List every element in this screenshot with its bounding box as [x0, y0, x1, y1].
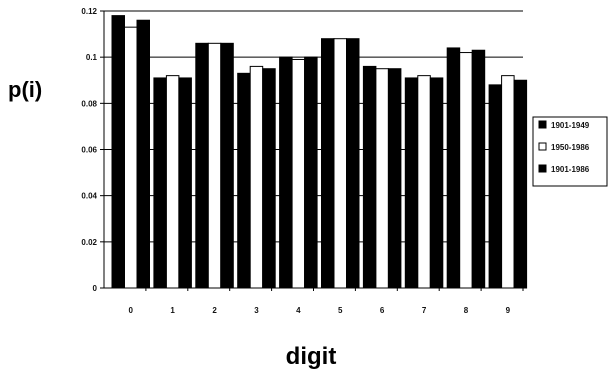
x-tick-label: 1	[170, 306, 175, 315]
bar-1901-1949-8	[446, 47, 461, 289]
x-tick-label: 2	[212, 306, 217, 315]
bar-1901-1949-3	[237, 72, 251, 289]
bar-1901-1986-8	[471, 49, 486, 289]
x-tick-labels: 0 1 2 3 4 5 6 7 8 9	[129, 306, 511, 315]
y-tick-label: 0.04	[81, 192, 97, 201]
x-tick-label: 9	[506, 306, 511, 315]
bar-1950-1986-2	[207, 42, 222, 289]
bar-1950-1986-0	[124, 26, 138, 289]
legend-swatch	[538, 164, 547, 173]
x-tick-label: 3	[254, 306, 259, 315]
bars	[111, 15, 528, 289]
legend-label: 1901-1949	[551, 121, 590, 130]
bar-1901-1949-6	[362, 65, 377, 289]
x-tick-label: 5	[338, 306, 343, 315]
bar-1901-1986-1	[178, 77, 192, 289]
bar-1901-1986-4	[304, 56, 318, 289]
bar-1901-1949-1	[153, 77, 167, 289]
y-tick-label: 0.08	[81, 99, 97, 108]
x-tick-label: 8	[464, 306, 469, 315]
bar-1901-1949-5	[321, 38, 335, 289]
bar-1901-1949-9	[488, 84, 503, 289]
bar-1901-1949-7	[404, 77, 419, 289]
bar-1901-1986-2	[220, 42, 234, 289]
bar-1901-1986-0	[136, 19, 150, 289]
bar-1950-1986-5	[333, 38, 347, 289]
y-axis-label: p(i)	[8, 77, 42, 102]
y-tick-label: 0.1	[86, 53, 98, 62]
bar-1950-1986-1	[165, 75, 180, 289]
x-tick-label: 6	[380, 306, 385, 315]
y-tick-label: 0.06	[81, 146, 97, 155]
bar-1901-1986-7	[429, 77, 444, 289]
legend-label: 1901-1986	[551, 165, 590, 174]
bar-1901-1949-4	[279, 56, 293, 289]
legend: 1901-1949 1950-1986 1901-1986	[532, 116, 608, 187]
bar-1950-1986-6	[375, 68, 389, 289]
bar-1901-1986-6	[387, 68, 402, 289]
x-tick-label: 0	[129, 306, 134, 315]
y-tick-label: 0	[93, 284, 98, 293]
y-tick-label: 0.12	[81, 7, 97, 16]
bar-1950-1986-7	[417, 75, 431, 289]
bar-1950-1986-9	[501, 75, 515, 289]
bar-1901-1986-5	[346, 38, 360, 289]
bar-1901-1949-2	[195, 42, 209, 289]
bar-1901-1986-9	[513, 79, 528, 289]
y-tick-labels: 0 0.02 0.04 0.06 0.08 0.1 0.12	[81, 7, 97, 293]
bar-1950-1986-8	[459, 52, 473, 289]
x-axis-label: digit	[286, 343, 337, 370]
x-tick-label: 7	[422, 306, 427, 315]
legend-swatch	[538, 142, 547, 151]
legend-swatch	[538, 120, 547, 129]
bar-1901-1949-0	[111, 15, 125, 289]
y-tick-label: 0.02	[81, 238, 97, 247]
bar-1950-1986-4	[291, 58, 306, 289]
legend-label: 1950-1986	[551, 143, 590, 152]
bar-1950-1986-3	[249, 65, 264, 289]
x-tick-label: 4	[296, 306, 301, 315]
bar-1901-1986-3	[262, 68, 276, 289]
